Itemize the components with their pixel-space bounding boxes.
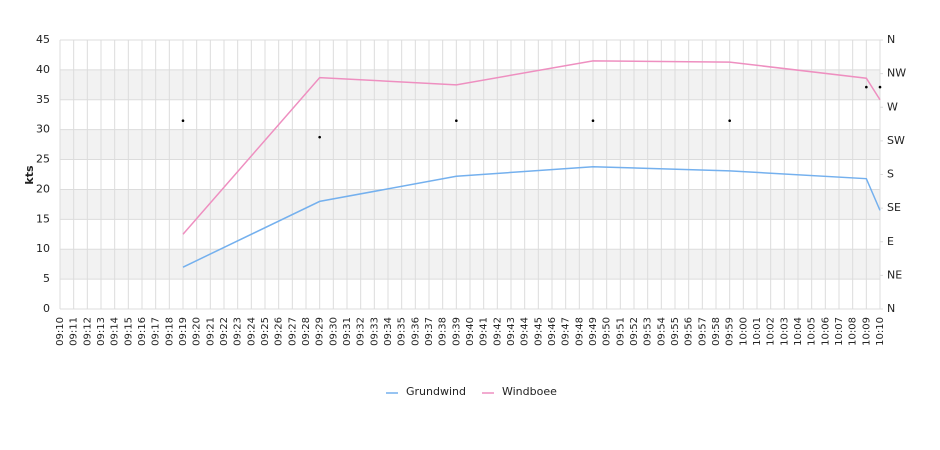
x-tick-label: 09:43 — [506, 317, 517, 346]
y-tick-label: 0 — [43, 302, 50, 315]
y-tick-label: 10 — [36, 242, 50, 255]
x-tick-label: 09:11 — [69, 317, 80, 346]
x-tick-label: 09:41 — [479, 317, 490, 346]
x-tick-label: 10:09 — [861, 317, 872, 346]
x-tick-label: 09:57 — [697, 317, 708, 346]
x-tick-label: 09:13 — [96, 317, 107, 346]
x-tick-label: 09:55 — [670, 317, 681, 346]
x-tick-label: 09:38 — [438, 317, 449, 346]
x-tick-label: 09:20 — [192, 317, 203, 346]
y-tick-label: 20 — [36, 182, 50, 195]
x-tick-label: 09:24 — [246, 317, 257, 346]
x-tick-label: 09:31 — [342, 317, 353, 346]
x-tick-label: 09:39 — [451, 317, 462, 346]
direction-point — [591, 119, 595, 122]
x-tick-label: 09:22 — [219, 317, 230, 346]
x-tick-label: 10:05 — [807, 317, 818, 346]
x-tick-label: 09:46 — [547, 317, 558, 346]
x-tick-label: 09:16 — [137, 317, 148, 346]
x-tick-label: 09:59 — [725, 317, 736, 346]
y2-tick-label: N — [887, 302, 895, 315]
x-tick-label: 09:29 — [315, 317, 326, 346]
legend-label: Windboee — [502, 385, 557, 398]
direction-point — [728, 119, 731, 122]
direction-point — [318, 135, 321, 139]
x-tick-label: 09:58 — [711, 317, 722, 346]
y-tick-label: 25 — [36, 153, 50, 166]
y-tick-label: 5 — [43, 272, 50, 285]
y2-tick-label: SW — [887, 134, 905, 147]
x-tick-label: 09:49 — [588, 317, 599, 346]
y-axis-title: kts — [23, 165, 36, 185]
x-tick-label: 10:01 — [752, 317, 763, 346]
legend-label: Grundwind — [406, 385, 466, 398]
direction-point — [865, 85, 868, 89]
y-tick-label: 40 — [36, 63, 50, 76]
x-tick-label: 09:56 — [684, 317, 695, 346]
x-tick-label: 09:33 — [369, 317, 380, 346]
y-tick-label: 45 — [36, 33, 50, 46]
direction-point — [878, 85, 882, 89]
x-tick-label: 09:36 — [410, 317, 421, 346]
x-tick-label: 09:21 — [205, 317, 216, 346]
x-tick-label: 10:00 — [738, 317, 749, 346]
x-tick-label: 09:10 — [55, 317, 66, 346]
direction-point — [455, 119, 458, 122]
y2-tick-label: NE — [887, 268, 902, 281]
x-tick-label: 09:26 — [274, 317, 285, 346]
x-tick-label: 09:44 — [520, 317, 531, 346]
y2-tick-label: SE — [887, 201, 901, 214]
x-tick-label: 09:32 — [356, 317, 367, 346]
series-line — [182, 60, 881, 235]
x-tick-label: 10:10 — [875, 317, 886, 346]
x-tick-label: 09:35 — [397, 317, 408, 346]
x-tick-label: 09:48 — [574, 317, 585, 346]
x-tick-label: 09:50 — [602, 317, 613, 346]
y2-tick-label: NW — [887, 67, 906, 80]
y2-tick-label: E — [887, 235, 894, 248]
x-tick-label: 09:34 — [383, 317, 394, 346]
x-tick-label: 10:06 — [820, 317, 831, 346]
series-line — [182, 165, 881, 268]
x-tick-label: 09:15 — [123, 317, 134, 346]
x-tick-label: 09:47 — [561, 317, 572, 346]
x-tick-label: 09:53 — [643, 317, 654, 346]
x-tick-label: 09:37 — [424, 317, 435, 346]
x-tick-label: 09:52 — [629, 317, 640, 346]
x-tick-label: 10:03 — [779, 317, 790, 346]
x-tick-label: 09:42 — [492, 317, 503, 346]
x-tick-label: 09:18 — [164, 317, 175, 346]
y2-tick-label: S — [887, 168, 894, 181]
x-tick-label: 09:12 — [82, 317, 93, 346]
x-tick-label: 09:40 — [465, 317, 476, 346]
y-tick-label: 30 — [36, 123, 50, 136]
x-tick-label: 09:17 — [151, 317, 162, 346]
direction-point — [181, 119, 185, 122]
x-tick-label: 09:28 — [301, 317, 312, 346]
x-tick-label: 09:54 — [656, 317, 667, 346]
y2-tick-label: W — [887, 100, 898, 113]
x-tick-label: 09:30 — [328, 317, 339, 346]
x-tick-label: 09:14 — [110, 317, 121, 346]
x-tick-label: 10:08 — [848, 317, 859, 346]
x-tick-label: 09:45 — [533, 317, 544, 346]
y-tick-label: 15 — [36, 212, 50, 225]
x-tick-label: 10:02 — [766, 317, 777, 346]
x-tick-label: 09:27 — [287, 317, 298, 346]
x-tick-label: 09:19 — [178, 317, 189, 346]
x-tick-label: 09:51 — [615, 317, 626, 346]
y2-tick-label: N — [887, 33, 895, 46]
y-tick-label: 35 — [36, 93, 50, 106]
x-tick-label: 09:23 — [233, 317, 244, 346]
x-tick-label: 10:04 — [793, 317, 804, 346]
x-tick-label: 10:07 — [834, 317, 845, 346]
x-tick-label: 09:25 — [260, 317, 271, 346]
